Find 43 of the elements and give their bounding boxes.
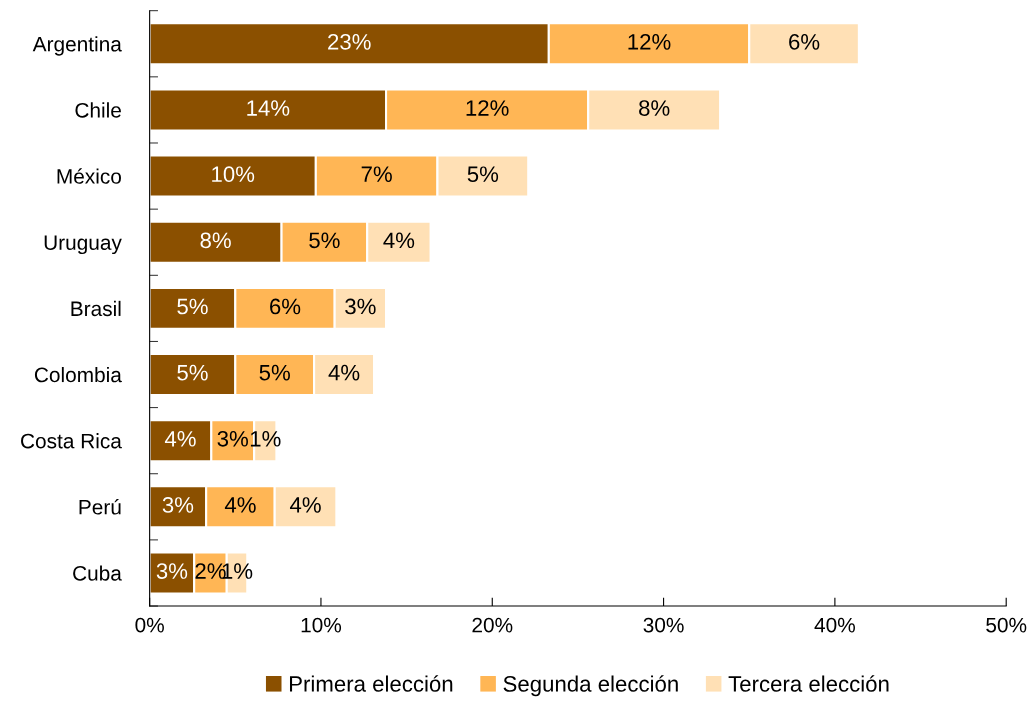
data-label: 12% [628, 34, 671, 50]
x-tick-label: 40% [814, 617, 855, 633]
data-label: 6% [270, 298, 301, 315]
data-label: 5% [177, 364, 208, 381]
data-label: 4% [383, 232, 415, 249]
data-label: 8% [200, 232, 231, 249]
data-label: 4% [328, 364, 360, 381]
data-label: 3% [345, 298, 376, 315]
x-tick-label: 0% [135, 617, 164, 633]
data-label: 6% [789, 34, 820, 50]
y-tick-label: Uruguay [44, 235, 122, 255]
data-label: 5% [259, 364, 290, 381]
data-label: 4% [164, 431, 196, 447]
y-tick-label: Colombia [34, 366, 122, 383]
data-label: 10% [212, 166, 255, 183]
data-label: 23% [328, 34, 371, 50]
y-tick-label: Costa Rica [21, 433, 122, 449]
data-label: 5% [467, 166, 499, 183]
y-tick-label: Perú [79, 499, 121, 515]
y-tick-label: Argentina [32, 36, 122, 56]
data-label: 1% [250, 431, 281, 447]
legend-label: Tercera elección [728, 675, 889, 692]
data-label: 8% [639, 100, 670, 116]
y-tick-label: Cuba [73, 565, 122, 581]
y-tick-label: Chile [75, 102, 121, 118]
data-label: 3% [217, 430, 248, 447]
data-label: 14% [247, 100, 290, 116]
data-label: 7% [361, 166, 392, 182]
data-label: 3% [162, 497, 194, 513]
y-tick-label: Brasil [71, 300, 121, 317]
data-label: 3% [156, 563, 188, 579]
x-tick-label: 50% [986, 617, 1027, 633]
x-tick-label: 20% [472, 617, 513, 633]
data-label: 4% [289, 497, 321, 513]
legend-label: Primera elección [289, 675, 453, 692]
data-label: 5% [309, 232, 340, 249]
x-tick-label: 30% [643, 617, 684, 633]
data-label: 5% [177, 298, 208, 315]
x-tick-label: 10% [301, 617, 342, 633]
legend-label: Segunda elección [503, 675, 678, 697]
data-label: 4% [224, 497, 256, 513]
data-label: 12% [466, 100, 509, 116]
y-tick-label: México [57, 168, 121, 184]
